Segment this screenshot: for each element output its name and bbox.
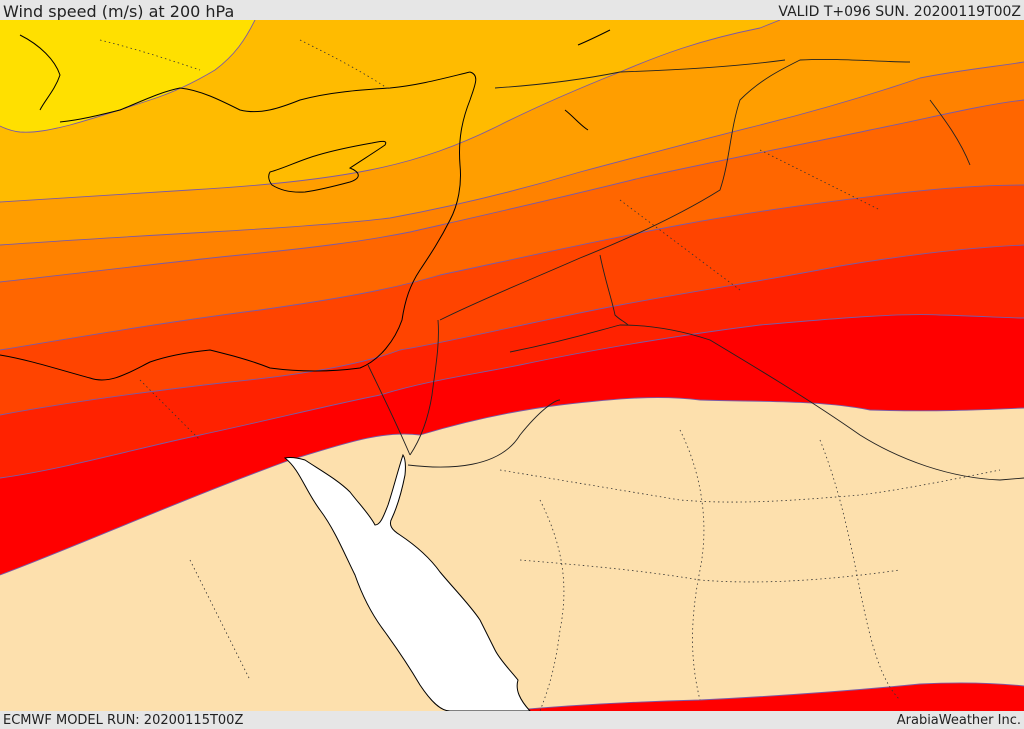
contour-lines	[0, 20, 1024, 711]
footer-bar	[0, 711, 1024, 729]
country-borders	[367, 58, 1024, 481]
province-borders	[99, 39, 1001, 711]
band-south	[505, 682, 1024, 711]
map-title: Wind speed (m/s) at 200 hPa	[3, 2, 235, 21]
credit: ArabiaWeather Inc.	[896, 713, 1021, 728]
wind-speed-map	[0, 20, 1024, 711]
cyprus	[268, 140, 387, 193]
header-bar: Wind speed (m/s) at 200 hPa VALID T+096 …	[0, 0, 1024, 21]
valid-time: VALID T+096 SUN. 20200119T00Z	[778, 4, 1021, 20]
coastlines	[0, 29, 611, 381]
map-canvas	[0, 20, 1024, 711]
band-1	[0, 20, 255, 133]
model-run: ECMWF MODEL RUN: 20200115T00Z	[3, 713, 244, 728]
red-sea	[283, 453, 531, 711]
